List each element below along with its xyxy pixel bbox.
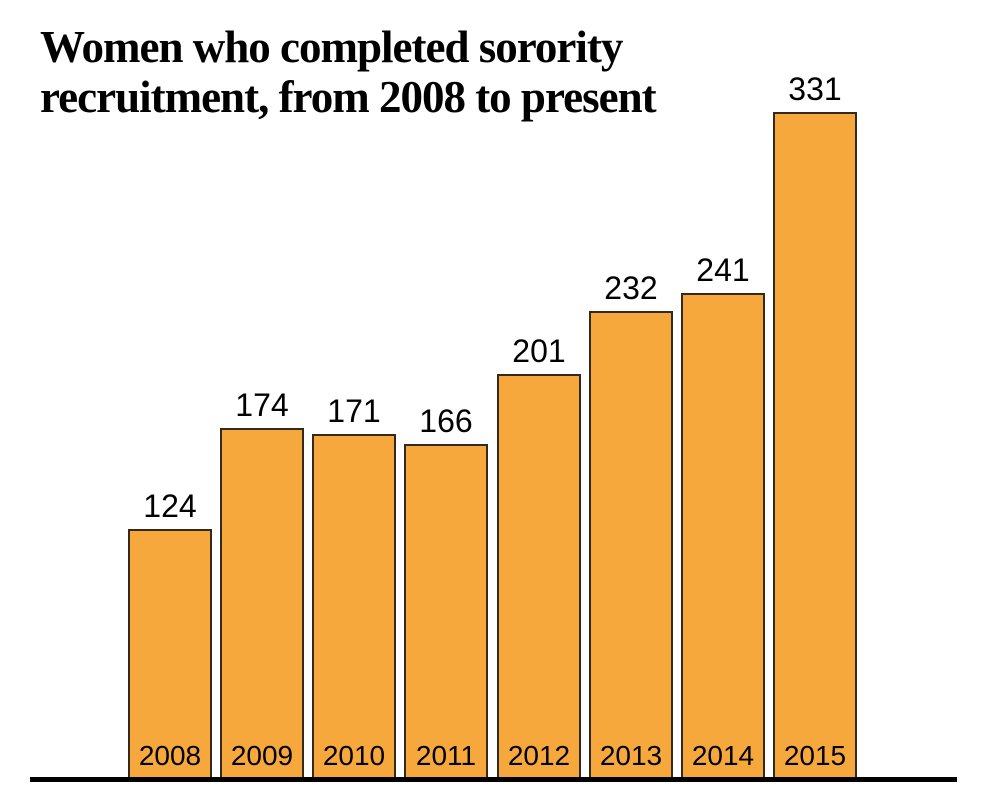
bar-year-label: 2009 (230, 740, 294, 771)
bar-year-label: 2010 (322, 740, 386, 771)
bar-value-label: 174 (235, 387, 289, 423)
bar-year-label: 2015 (783, 740, 847, 771)
bar-2008: 2008 (128, 529, 212, 779)
bar-value-label: 232 (604, 270, 658, 306)
bar-year-label: 2008 (138, 740, 202, 771)
bar-value-label: 171 (327, 393, 381, 429)
bar-year-label: 2012 (507, 740, 571, 771)
bar-2011: 2011 (404, 444, 488, 779)
bar-value-label: 241 (696, 252, 750, 288)
bar-2013: 2013 (589, 311, 673, 779)
bar-year-label: 2011 (415, 740, 477, 771)
chart-title: Women who completed sorority recruitment… (40, 22, 657, 123)
x-axis-baseline (30, 777, 957, 782)
bar-2014: 2014 (681, 293, 765, 779)
bar-2012: 2012 (497, 374, 581, 779)
bar-value-label: 201 (512, 333, 566, 369)
bar-value-label: 331 (788, 71, 842, 107)
bar-2009: 2009 (220, 428, 304, 779)
bar-2010: 2010 (312, 434, 396, 779)
bar-year-label: 2014 (691, 740, 755, 771)
bar-year-label: 2013 (599, 740, 663, 771)
bar-2015: 2015 (773, 112, 857, 779)
bar-value-label: 166 (419, 403, 473, 439)
bar-value-label: 124 (143, 488, 197, 524)
